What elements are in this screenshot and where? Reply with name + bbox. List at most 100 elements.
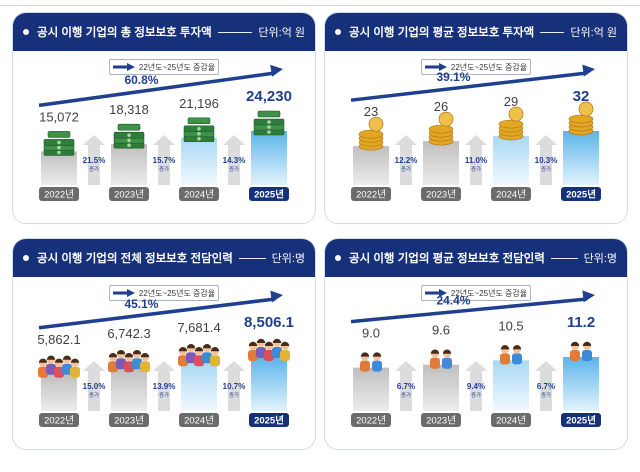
trend-arrow-icon — [38, 290, 283, 330]
growth-rate-label: 10.3% — [535, 156, 558, 165]
growth-rate-label: 21.5% — [83, 156, 106, 165]
growth-suffix-label: 증가 — [229, 391, 239, 399]
growth-up-arrow-icon — [153, 361, 175, 411]
category-badge — [421, 187, 461, 201]
bar-chart-average-staff: 9.02022년9.62023년10.52024년11.22025년6.7%증가… — [350, 290, 601, 427]
bullet-icon — [335, 255, 341, 261]
people-group-icon — [178, 344, 220, 367]
unit-label: 단위:명 — [583, 253, 617, 265]
panel-header: 공시 이행 기업의 평균 정보보호 전담인력 단위:명 — [325, 239, 627, 277]
data-label: 7,681.4 — [177, 320, 220, 335]
bullet-icon — [23, 255, 29, 261]
bar-2024년 — [181, 137, 217, 185]
data-label: 23 — [364, 104, 378, 119]
bar-2024년 — [181, 362, 217, 411]
data-label: 18,318 — [109, 102, 149, 117]
people-pair-icon — [430, 349, 452, 369]
category-badge — [249, 187, 289, 201]
data-label: 6,742.3 — [107, 326, 150, 341]
title-divider — [217, 31, 253, 33]
people-group-icon — [248, 338, 290, 361]
cash-stack-icon — [113, 123, 145, 149]
coin-stack-icon — [428, 111, 454, 146]
panel-average-investment: 공시 이행 기업의 평균 정보보호 투자액 단위:억 원 22년도~25년도 증… — [324, 12, 628, 224]
category-badge — [109, 187, 149, 201]
category-label: 2024년 — [184, 416, 214, 427]
category-label: 2023년 — [426, 190, 456, 201]
bar-2022년 — [353, 367, 389, 411]
overall-growth-label: 24.4% — [436, 293, 470, 307]
category-label: 2025년 — [566, 189, 596, 201]
category-badge — [249, 413, 289, 427]
panel-header: 공시 이행 기업의 전체 정보보호 전담인력 단위:명 — [13, 239, 315, 277]
data-label: 8,506.1 — [244, 314, 294, 331]
bar-2023년 — [423, 364, 459, 411]
bar-2023년 — [423, 141, 459, 185]
growth-suffix-label: 증가 — [159, 165, 169, 173]
trend-arrow-icon — [350, 290, 595, 324]
category-badge — [351, 413, 391, 427]
bar-2022년 — [41, 151, 77, 185]
bar-2022년 — [41, 373, 77, 411]
growth-suffix-label: 증가 — [471, 391, 481, 399]
bullet-icon — [335, 29, 341, 35]
panel-header: 공시 이행 기업의 평균 정보보호 투자액 단위:억 원 — [325, 13, 627, 51]
growth-up-arrow-icon — [223, 361, 245, 411]
data-label: 21,196 — [179, 96, 219, 111]
growth-up-arrow-icon — [535, 135, 557, 185]
data-label: 9.0 — [362, 326, 380, 341]
data-label: 32 — [573, 88, 590, 105]
growth-suffix-label: 증가 — [89, 391, 99, 399]
legend-label: 22년도~25년도 증감율 — [138, 62, 216, 72]
cash-stack-icon — [183, 117, 215, 143]
category-badge — [351, 187, 391, 201]
growth-up-arrow-icon — [83, 135, 105, 185]
category-badge — [491, 413, 531, 427]
growth-up-arrow-icon — [465, 361, 487, 411]
legend-arrow-icon — [424, 289, 447, 297]
bar-2025년 — [251, 131, 287, 185]
growth-rate-label: 13.9% — [153, 382, 176, 391]
category-badge — [491, 187, 531, 201]
category-label: 2022년 — [356, 416, 386, 427]
growth-rate-label: 14.3% — [223, 156, 246, 165]
people-group-icon — [108, 349, 150, 373]
growth-rate-label: 15.0% — [83, 382, 106, 391]
title-divider — [540, 31, 565, 33]
growth-rate-label: 9.4% — [467, 382, 485, 391]
window-top-edge — [0, 0, 640, 6]
coin-stack-icon — [568, 101, 594, 136]
data-label: 29 — [504, 94, 518, 109]
category-label: 2022년 — [44, 416, 74, 427]
unit-label: 단위:명 — [271, 253, 305, 265]
people-pair-icon — [360, 352, 382, 372]
growth-suffix-label: 증가 — [89, 165, 99, 173]
category-label: 2024년 — [184, 190, 214, 201]
bar-2024년 — [493, 136, 529, 185]
data-label: 9.6 — [432, 323, 450, 338]
data-label: 10.5 — [498, 318, 523, 333]
trend-arrow-icon — [350, 64, 595, 102]
growth-suffix-label: 증가 — [541, 391, 551, 399]
cash-stack-icon — [43, 131, 75, 156]
category-label: 2025년 — [254, 415, 284, 427]
category-label: 2023년 — [114, 190, 144, 201]
people-group-icon — [38, 355, 80, 378]
unit-label: 단위:억 원 — [570, 27, 617, 39]
data-label: 11.2 — [567, 314, 595, 331]
legend-arrow-icon — [112, 63, 135, 71]
growth-rate-label: 11.0% — [465, 156, 487, 165]
growth-suffix-label: 증가 — [471, 165, 481, 173]
coin-stack-icon — [498, 106, 524, 141]
panel-title: 공시 이행 기업의 평균 정보보호 투자액 — [349, 27, 535, 39]
data-label: 24,230 — [246, 88, 292, 105]
growth-up-arrow-icon — [395, 135, 417, 185]
category-label: 2023년 — [426, 416, 456, 427]
overall-growth-label: 45.1% — [124, 297, 158, 311]
growth-up-arrow-icon — [153, 135, 175, 185]
growth-up-arrow-icon — [535, 361, 557, 411]
people-pair-icon — [500, 345, 522, 365]
growth-rate-label: 10.7% — [223, 382, 246, 391]
growth-suffix-label: 증가 — [159, 391, 169, 399]
growth-rate-label: 6.7% — [537, 382, 555, 391]
